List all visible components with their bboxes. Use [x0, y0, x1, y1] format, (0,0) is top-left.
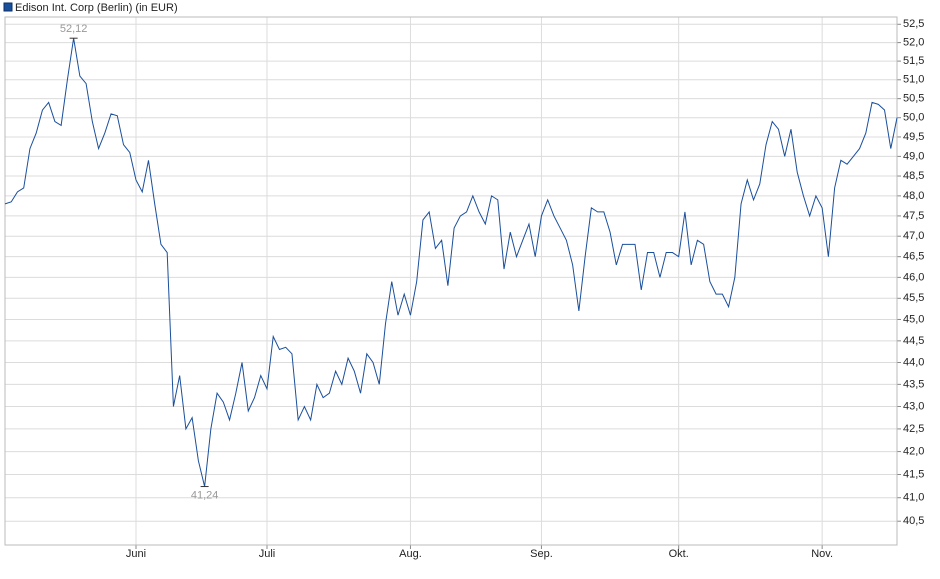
x-tick-label: Sep. [530, 548, 553, 560]
y-tick-label: 44,0 [903, 356, 924, 368]
y-tick-label: 44,5 [903, 335, 924, 347]
legend-swatch [3, 2, 13, 12]
y-tick-label: 48,5 [903, 170, 924, 182]
y-tick-label: 52,5 [903, 18, 924, 30]
y-tick-label: 41,0 [903, 492, 924, 504]
y-tick-label: 43,0 [903, 400, 924, 412]
y-tick-label: 42,0 [903, 445, 924, 457]
legend-label: Edison Int. Corp (Berlin) (in EUR) [15, 2, 178, 14]
price-line [4, 38, 898, 487]
y-tick-label: 45,5 [903, 292, 924, 304]
x-tick-label: Juli [259, 548, 276, 560]
high-label: 52,12 [60, 23, 88, 35]
y-tick-label: 40,5 [903, 515, 924, 527]
y-tick-label: 51,5 [903, 55, 924, 67]
y-tick-label: 50,5 [903, 93, 924, 105]
y-tick-label: 43,5 [903, 378, 924, 390]
y-tick-label: 45,0 [903, 313, 924, 325]
x-tick-label: Juni [126, 548, 146, 560]
y-tick-label: 42,5 [903, 423, 924, 435]
y-tick-label: 47,5 [903, 210, 924, 222]
y-tick-label: 49,5 [903, 131, 924, 143]
y-tick-label: 52,0 [903, 37, 924, 49]
y-tick-label: 50,0 [903, 112, 924, 124]
y-tick-label: 47,0 [903, 230, 924, 242]
y-tick-label: 41,5 [903, 468, 924, 480]
low-label: 41,24 [191, 489, 219, 501]
y-tick-label: 48,0 [903, 190, 924, 202]
x-tick-label: Aug. [399, 548, 422, 560]
y-tick-label: 46,5 [903, 251, 924, 263]
x-tick-label: Okt. [669, 548, 689, 560]
x-tick-label: Nov. [811, 548, 833, 560]
y-tick-label: 46,0 [903, 271, 924, 283]
plot-frame [4, 16, 898, 546]
y-tick-label: 49,0 [903, 150, 924, 162]
y-tick-label: 51,0 [903, 74, 924, 86]
